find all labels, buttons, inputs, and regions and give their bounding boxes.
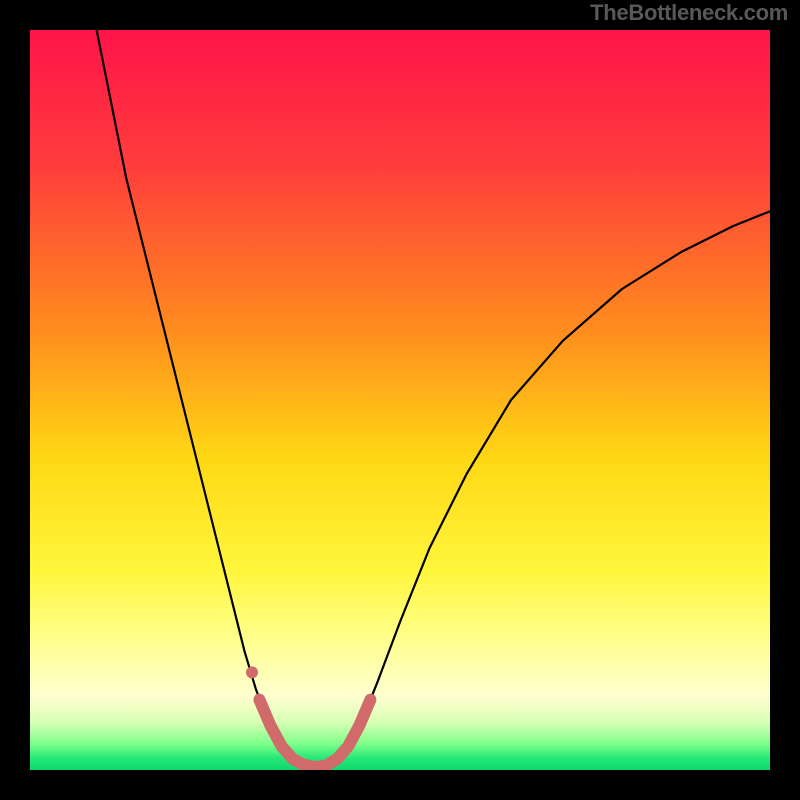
chart-svg xyxy=(0,0,800,800)
chart-wrapper: TheBottleneck.com xyxy=(0,0,800,800)
plot-background xyxy=(30,30,770,770)
watermark-text: TheBottleneck.com xyxy=(590,0,788,26)
